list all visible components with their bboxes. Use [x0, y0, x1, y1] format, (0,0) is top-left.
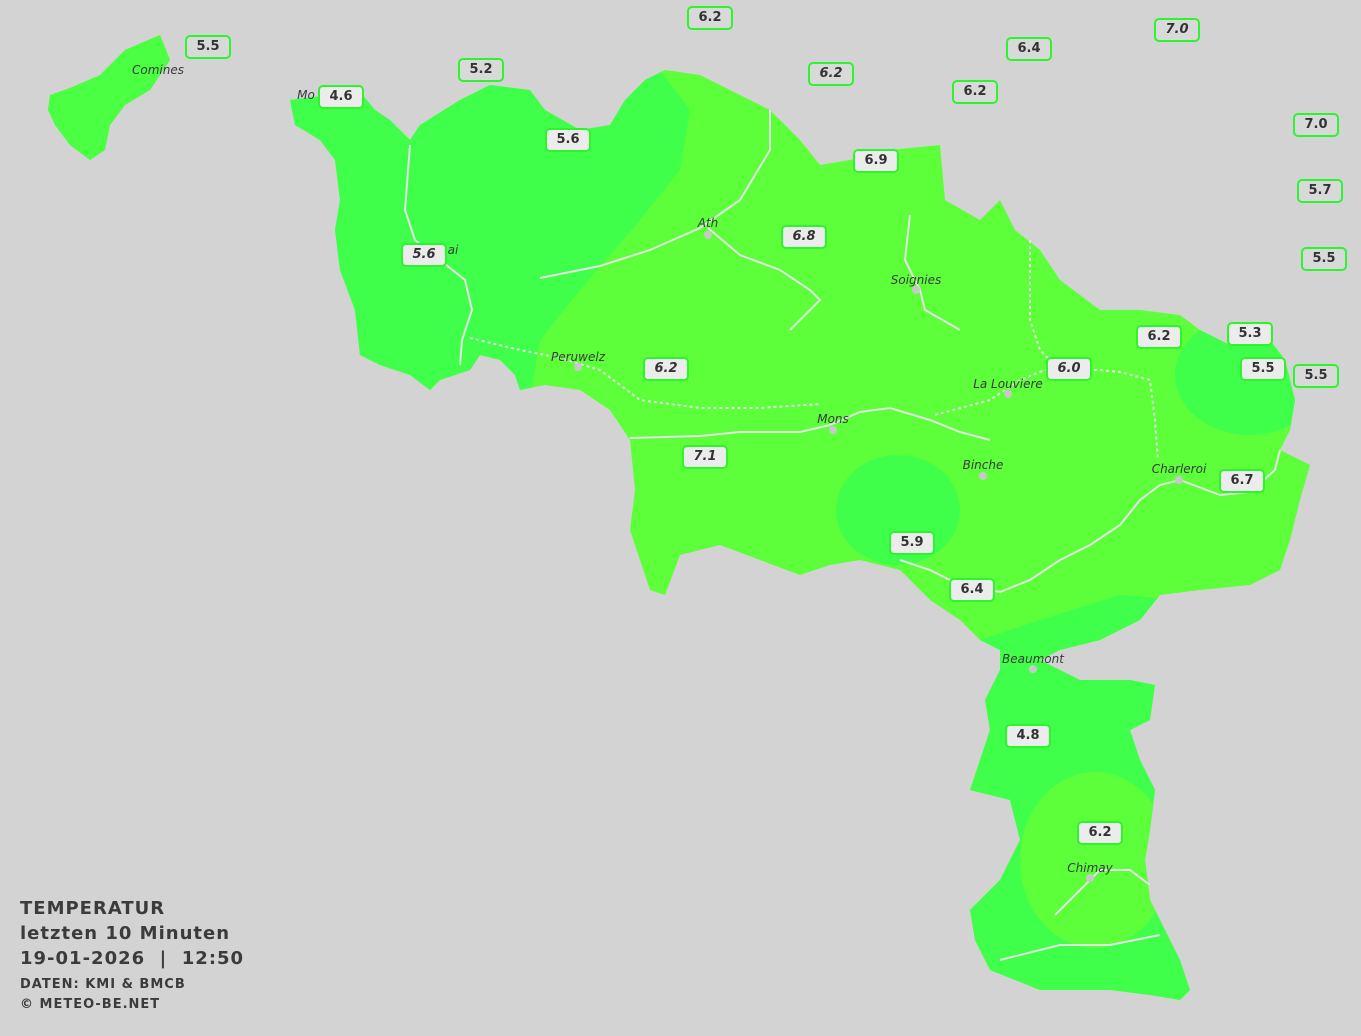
- city-label-ath: Ath: [697, 216, 719, 230]
- map-info-block: TEMPERATUR letzten 10 Minuten 19-01-2026…: [20, 896, 244, 1015]
- cool-zone-west: [280, 70, 690, 400]
- station-label: 7.0: [1293, 113, 1339, 137]
- station-label: 6.9: [853, 149, 899, 173]
- city-label-charleroi: Charleroi: [1151, 462, 1207, 476]
- cool-zone-comines: [48, 35, 180, 170]
- station-label: 6.2: [687, 6, 733, 30]
- city-label-chimay: Chimay: [1067, 861, 1113, 875]
- station-label: 7.0: [1154, 18, 1200, 42]
- city-label-tournai: ai: [447, 243, 459, 257]
- station-label: 6.7: [1219, 469, 1265, 493]
- city-label-peruwelz: Peruwelz: [551, 350, 605, 364]
- station-label: 5.5: [1240, 357, 1286, 381]
- station-label: 7.1: [682, 445, 728, 469]
- city-label-binche: Binche: [962, 458, 1004, 472]
- station-label: 5.9: [889, 531, 935, 555]
- city-label-mouscron: Mo: [297, 88, 315, 102]
- station-label: 5.2: [458, 58, 504, 82]
- station-label: 6.2: [952, 80, 998, 104]
- warm-zone-chimay: [1020, 772, 1170, 948]
- data-source: DATEN: KMI & BMCB: [20, 977, 186, 992]
- station-label: 6.2: [643, 357, 689, 381]
- station-label: 6.4: [1006, 37, 1052, 61]
- station-label: 6.2: [1136, 325, 1182, 349]
- station-label: 6.2: [1077, 821, 1123, 845]
- map-subtitle: letzten 10 Minuten: [20, 923, 231, 944]
- station-label: 6.2: [808, 62, 854, 86]
- city-label-soignies: Soignies: [890, 273, 942, 287]
- station-label: 5.5: [185, 35, 231, 59]
- station-label: 5.3: [1227, 322, 1273, 346]
- station-label: 5.6: [545, 128, 591, 152]
- station-label: 6.8: [781, 225, 827, 249]
- border-lines: [469, 240, 1159, 461]
- station-label: 6.0: [1046, 357, 1092, 381]
- city-label-mons: Mons: [817, 412, 849, 426]
- station-label: 6.4: [949, 578, 995, 602]
- station-label: 5.5: [1301, 247, 1347, 271]
- city-label-la-louviere: La Louviere: [973, 377, 1043, 391]
- station-label: 4.8: [1005, 724, 1051, 748]
- city-label-comines: Comines: [132, 63, 184, 77]
- city-label-beaumont: Beaumont: [1002, 652, 1064, 666]
- station-label: 4.6: [318, 85, 364, 109]
- station-label: 5.7: [1297, 179, 1343, 203]
- map-title: TEMPERATUR: [20, 898, 166, 919]
- station-label: 5.5: [1293, 364, 1339, 388]
- station-label: 5.6: [401, 243, 447, 267]
- copyright: © METEO-BE.NET: [20, 997, 161, 1012]
- map-datetime: 19-01-2026 | 12:50: [20, 948, 245, 969]
- city-dots: [574, 231, 1183, 882]
